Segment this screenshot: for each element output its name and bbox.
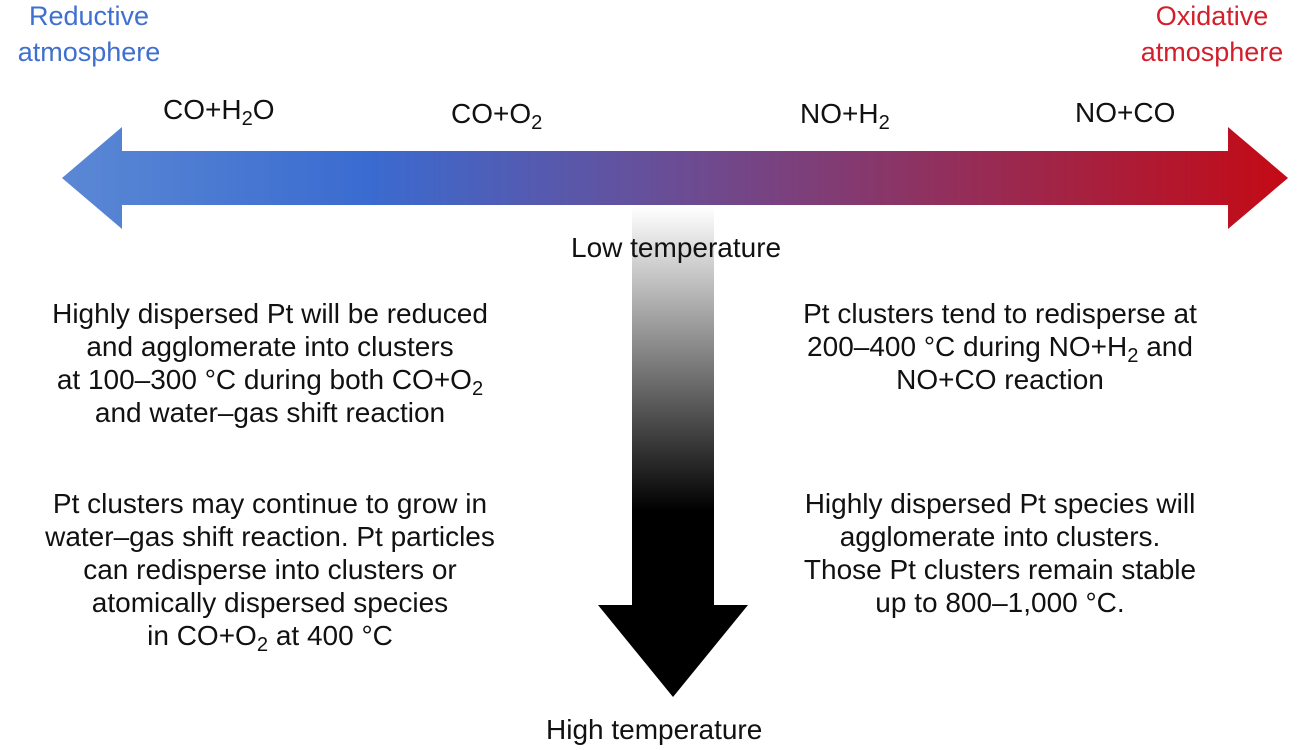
- paragraph-subscript: 2: [1127, 345, 1139, 368]
- temperature-arrow: [598, 207, 748, 697]
- reaction-no-co: NO+CO: [1075, 99, 1175, 127]
- oxidative-line-1: Oxidative: [1155, 1, 1269, 31]
- paragraph-text: in CO+O: [147, 620, 257, 651]
- paragraph-text: 200–400 °C during NO+H: [807, 331, 1128, 362]
- reaction-no-h2-sub: 2: [878, 112, 890, 135]
- paragraph-line: in CO+O2 at 400 °C: [0, 619, 540, 655]
- oxidative-line-2: atmosphere: [1140, 37, 1284, 67]
- paragraph-right-low-temperature: Pt clusters tend to redisperse at 200–40…: [750, 297, 1250, 396]
- reaction-no-h2-text: NO+H: [800, 98, 879, 129]
- paragraph-line: Highly dispersed Pt species will: [804, 488, 1196, 519]
- paragraph-right-high-temperature: Highly dispersed Pt species will agglome…: [750, 487, 1250, 619]
- reaction-co-o2: CO+O2: [451, 98, 542, 134]
- paragraph-line: NO+CO reaction: [896, 364, 1104, 395]
- paragraph-line: Highly dispersed Pt will be reduced: [52, 298, 488, 329]
- reductive-atmosphere-label: Reductive atmosphere: [0, 0, 178, 70]
- paragraph-left-high-temperature: Pt clusters may continue to grow in wate…: [0, 487, 540, 655]
- paragraph-line: atomically dispersed species: [91, 587, 449, 618]
- paragraph-text: at 100–300 °C during both CO+O: [56, 364, 472, 395]
- paragraph-line: up to 800–1,000 °C.: [875, 587, 1125, 618]
- reaction-co-h2o: CO+H2O: [163, 94, 275, 130]
- paragraph-line: Pt clusters tend to redisperse at: [803, 298, 1197, 329]
- paragraph-subscript: 2: [256, 634, 269, 657]
- paragraph-line: and agglomerate into clusters: [86, 331, 454, 362]
- reaction-co-o2-sub: 2: [531, 112, 543, 135]
- paragraph-line: can redisperse into clusters or: [83, 554, 457, 585]
- reaction-no-h2: NO+H2: [800, 98, 890, 134]
- high-temperature-label: High temperature: [546, 714, 763, 745]
- paragraph-subscript: 2: [471, 378, 484, 401]
- paragraph-line: agglomerate into clusters.: [839, 521, 1161, 552]
- paragraph-line: and water–gas shift reaction: [94, 397, 446, 428]
- reaction-co-h2o-end: O: [252, 94, 275, 125]
- low-temperature-label: Low temperature: [571, 232, 782, 263]
- paragraph-line: 200–400 °C during NO+H2 and: [750, 330, 1250, 366]
- reaction-co-h2o-text: CO+H: [163, 94, 242, 125]
- paragraph-line: Pt clusters may continue to grow in: [52, 488, 488, 519]
- reductive-line-1: Reductive: [28, 1, 150, 31]
- reaction-co-h2o-sub: 2: [241, 108, 253, 131]
- paragraph-line: at 100–300 °C during both CO+O2: [0, 363, 540, 399]
- atmosphere-arrow: [62, 127, 1288, 229]
- paragraph-left-low-temperature: Highly dispersed Pt will be reduced and …: [0, 297, 540, 429]
- oxidative-atmosphere-label: Oxidative atmosphere: [1124, 0, 1300, 70]
- reaction-co-o2-text: CO+O: [451, 98, 532, 129]
- paragraph-text-end: and: [1138, 331, 1193, 362]
- paragraph-line: Those Pt clusters remain stable: [803, 554, 1197, 585]
- reaction-no-co-text: NO+CO: [1075, 97, 1176, 128]
- paragraph-line: water–gas shift reaction. Pt particles: [45, 521, 495, 552]
- paragraph-text-end: at 400 °C: [268, 620, 393, 651]
- reductive-line-2: atmosphere: [17, 37, 161, 67]
